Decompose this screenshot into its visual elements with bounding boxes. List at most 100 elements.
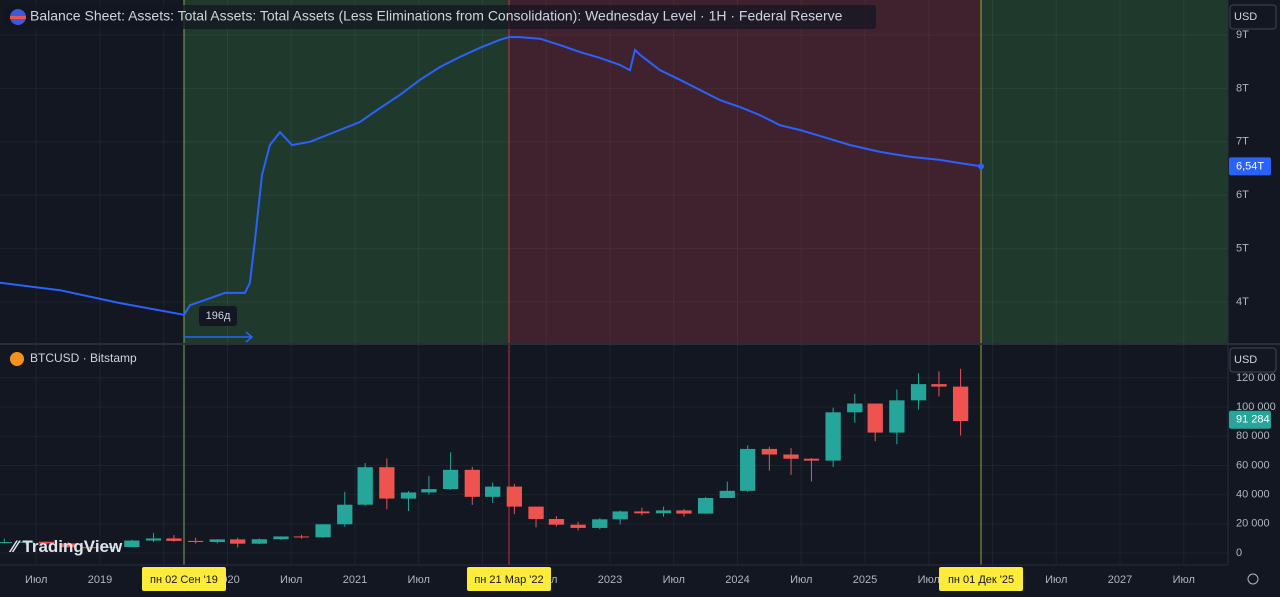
currency-select[interactable] [1229, 347, 1277, 373]
candle-body [293, 536, 310, 538]
candle-body [740, 448, 756, 491]
currency-select[interactable] [1229, 4, 1277, 30]
candle-body [676, 510, 692, 514]
y-tick-label: 7T [1236, 136, 1249, 148]
title-bg [4, 5, 876, 29]
candle-body [124, 540, 140, 548]
x-tick-label: 2019 [88, 574, 112, 586]
last-value-label: 91 284 [1236, 414, 1270, 426]
candle-body [379, 467, 395, 499]
y-tick-label: 40 000 [1236, 489, 1270, 501]
last-point [978, 163, 985, 170]
x-tick-label: Июл [663, 574, 685, 586]
candle-body [803, 458, 820, 461]
x-tick-label: Июл [918, 574, 940, 586]
candle-body [612, 511, 628, 520]
candle-body [697, 497, 714, 514]
annotation: 196д [206, 310, 231, 322]
x-tick-label: Июл [1173, 574, 1195, 586]
currency-label[interactable]: USD [1234, 354, 1257, 366]
annotation-arrow [183, 331, 254, 343]
x-tick-label: Июл [1045, 574, 1067, 586]
x-tick-label: 2024 [725, 574, 749, 586]
currency-label[interactable]: USD [1234, 11, 1257, 23]
candle-body [18, 541, 34, 543]
candle-body [910, 384, 927, 401]
candle-body [867, 403, 883, 433]
y-tick-label: 20 000 [1236, 518, 1270, 530]
candle-body [421, 489, 437, 493]
candle-body [485, 486, 501, 497]
marker-tag-label: пн 21 Мар '22 [474, 574, 543, 586]
y-tick-label: 100 000 [1236, 401, 1276, 413]
y-tick-label: 6T [1236, 189, 1249, 201]
y-tick-label: 60 000 [1236, 459, 1270, 471]
candle-body [230, 539, 246, 544]
marker-tag-label: пн 01 Дек '25 [948, 574, 1014, 586]
region [981, 0, 1228, 343]
y-tick-label: 8T [1236, 82, 1249, 94]
region [183, 0, 509, 343]
candle-body [847, 403, 863, 413]
candle-body [761, 448, 778, 455]
candle-body [166, 538, 182, 541]
last-value-box [1229, 157, 1271, 176]
y-tick-label: 0 [1236, 547, 1242, 559]
candle-body [783, 454, 799, 459]
candle-body [464, 469, 480, 497]
candle-body [952, 386, 969, 422]
x-tick-label: Июл [25, 574, 47, 586]
candle-body [506, 486, 523, 507]
x-tick-label: 2021 [343, 574, 367, 586]
candle-body [251, 539, 267, 544]
last-value-label: 6,54T [1236, 160, 1264, 172]
btc-icon [10, 352, 24, 366]
x-tick-label: Июл [790, 574, 812, 586]
candle-body [273, 536, 289, 540]
x-tick-label: 2027 [1108, 574, 1132, 586]
candle-body [315, 524, 331, 538]
settings-icon[interactable] [1247, 573, 1259, 585]
candle-body [400, 492, 417, 499]
candle-body [357, 467, 373, 505]
candle-body [82, 547, 98, 549]
candle-body [570, 524, 586, 528]
line-series [0, 36, 982, 316]
candle-body [442, 469, 459, 490]
candle-body [889, 400, 905, 433]
x-tick-label: 2025 [853, 574, 877, 586]
candle-body [931, 384, 947, 387]
y-tick-label: 80 000 [1236, 430, 1270, 442]
candle-body [592, 519, 608, 528]
y-tick-label: 120 000 [1236, 372, 1276, 384]
region [508, 0, 982, 343]
y-tick-label: 5T [1236, 242, 1249, 254]
candle-body [528, 506, 544, 520]
candle-body [60, 543, 76, 548]
flag-stripe [10, 16, 26, 19]
y-tick-label: 9T [1236, 29, 1249, 41]
candle-body [38, 541, 55, 544]
candle-body [209, 539, 225, 543]
marker-tag-label: пн 02 Сен '19 [150, 574, 218, 586]
chart-title: BTCUSD · Bitstamp [30, 351, 137, 365]
candle-body [655, 510, 672, 514]
last-value-box [1229, 410, 1271, 429]
candle-body [825, 412, 841, 461]
candle-body [102, 547, 118, 549]
marker-tag [466, 567, 551, 591]
annotation-bg [198, 306, 237, 326]
x-tick-label: 2023 [598, 574, 622, 586]
candle-body [548, 519, 565, 525]
y-tick-label: 4T [1236, 296, 1249, 308]
candle-body [145, 538, 162, 541]
candle-body [719, 490, 735, 498]
x-tick-label: Июл [280, 574, 302, 586]
candle-body [187, 540, 204, 543]
chart-title: Balance Sheet: Assets: Total Assets: Tot… [30, 8, 843, 24]
candle-body [337, 504, 353, 525]
marker-tag [939, 567, 1024, 591]
x-tick-label: Июл [408, 574, 430, 586]
